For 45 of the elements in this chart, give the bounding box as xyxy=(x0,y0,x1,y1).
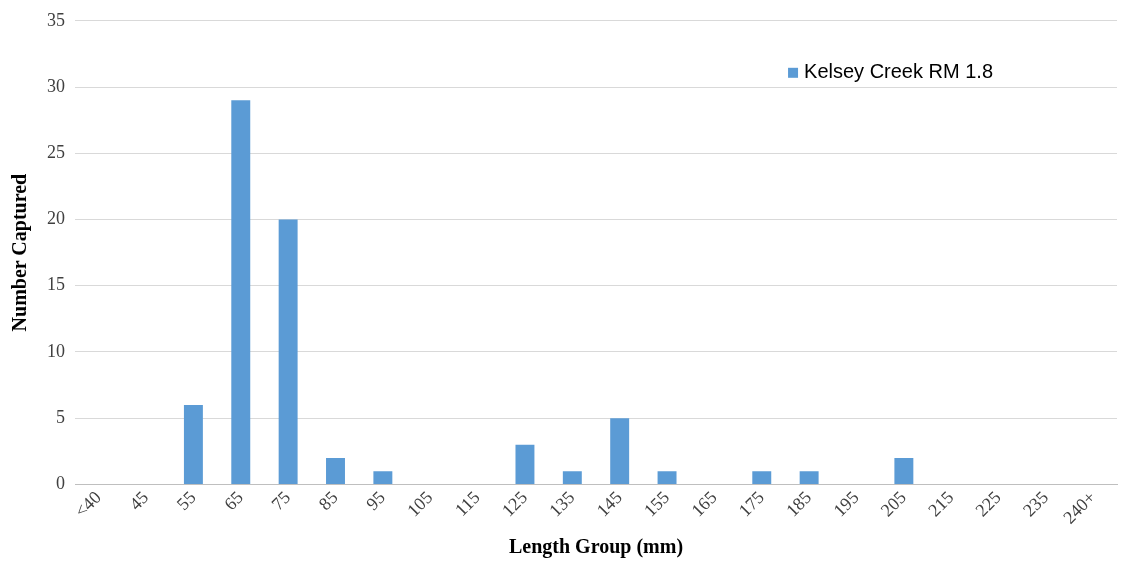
x-tick-label: 55 xyxy=(172,487,200,514)
y-tick-label: 20 xyxy=(47,208,65,229)
bar xyxy=(562,471,582,484)
x-tick-label: 205 xyxy=(876,487,911,521)
bar xyxy=(752,471,772,484)
y-tick-label: 15 xyxy=(47,274,65,295)
bar xyxy=(515,444,535,484)
x-tick-label: 105 xyxy=(403,487,437,521)
y-tick-label: 35 xyxy=(47,9,65,30)
x-tick-label: 240+ xyxy=(1059,487,1100,528)
bar xyxy=(278,219,298,484)
x-tick-label: 75 xyxy=(267,487,295,514)
bar xyxy=(657,471,677,484)
x-tick-label: 215 xyxy=(924,487,958,521)
x-tick-label: 185 xyxy=(782,487,816,521)
bar xyxy=(326,457,345,484)
legend-label: Kelsey Creek RM 1.8 xyxy=(804,60,994,83)
x-tick-label: 195 xyxy=(829,487,863,521)
x-tick-label: 95 xyxy=(362,487,390,514)
y-axis-title: Number Captured xyxy=(8,173,32,332)
x-tick-label: 135 xyxy=(545,487,579,521)
x-tick-label: 165 xyxy=(687,487,721,521)
x-tick-label: 85 xyxy=(314,487,342,514)
bar xyxy=(373,471,393,484)
x-tick-label: 125 xyxy=(497,487,532,521)
y-tick-label: 25 xyxy=(47,142,65,163)
x-tick-label: 155 xyxy=(639,487,674,521)
bar xyxy=(610,418,630,484)
x-tick-label: 115 xyxy=(451,487,484,520)
bar xyxy=(894,457,914,484)
x-tick-label: 225 xyxy=(971,487,1005,521)
x-tick-label: 45 xyxy=(125,487,153,514)
x-tick-label: 235 xyxy=(1018,487,1053,521)
bar xyxy=(799,471,819,484)
x-tick-label: 65 xyxy=(220,487,247,514)
x-tick-label: 145 xyxy=(592,487,626,521)
x-tick-label: 175 xyxy=(734,487,768,521)
bar xyxy=(231,100,251,484)
y-tick-label: 5 xyxy=(56,406,65,427)
y-tick-label: 30 xyxy=(47,75,65,96)
y-tick-label: 0 xyxy=(56,473,65,494)
y-tick-label: 10 xyxy=(47,340,65,361)
x-tick-label: <40 xyxy=(70,487,105,522)
x-axis-title: Length Group (mm) xyxy=(508,535,684,559)
bar xyxy=(183,404,203,484)
